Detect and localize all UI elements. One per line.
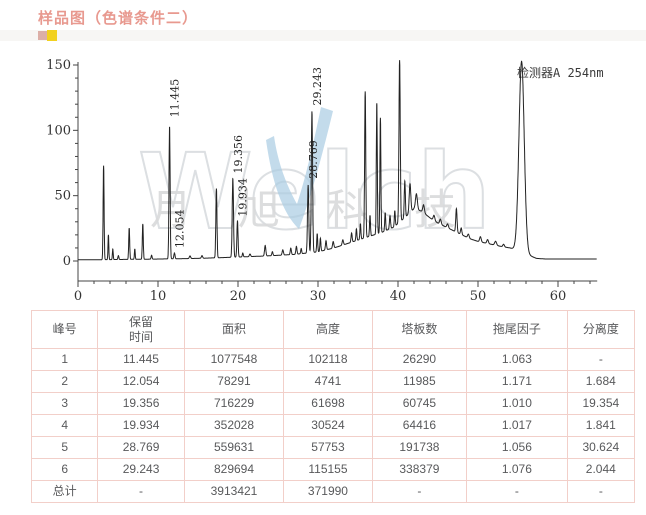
page-title: 样品图（色谱条件二）: [38, 10, 199, 27]
table-row: 6 29.243 829694 115155 338379 1.076 2.044: [30, 458, 636, 481]
table-cell: 4: [30, 414, 99, 437]
table-cell: 1.841: [566, 414, 636, 437]
y-tick-label: 50: [54, 189, 71, 204]
table-cell: 61698: [283, 392, 373, 415]
table-cell: 28.769: [97, 436, 185, 459]
table-cell: 1.171: [466, 370, 568, 393]
table-cell: 1.076: [466, 458, 568, 481]
table-cell: -: [566, 480, 636, 503]
column-header: 拖尾因子: [466, 310, 568, 349]
x-tick-label: 50: [470, 289, 487, 304]
table-cell: 1.017: [466, 414, 568, 437]
table-cell: -: [97, 480, 185, 503]
table-cell: 64416: [371, 414, 468, 437]
peak-retention-label: 29.243: [311, 67, 324, 106]
table-cell: 29.243: [97, 458, 185, 481]
table-cell: 716229: [183, 392, 285, 415]
table-cell: 338379: [371, 458, 468, 481]
table-cell: 1.010: [466, 392, 568, 415]
table-cell: 559631: [183, 436, 285, 459]
column-header: 塔板数: [371, 310, 468, 349]
y-tick-label: 150: [46, 58, 71, 73]
table-row: 3 19.356 716229 61698 60745 1.010 19.354: [30, 392, 636, 415]
title-underline-strip: [0, 30, 646, 41]
detector-label: 检测器A 254nm: [517, 65, 604, 80]
table-cell: 115155: [283, 458, 373, 481]
x-tick-label: 30: [310, 289, 327, 304]
table-cell: 19.934: [97, 414, 185, 437]
table-cell: 3: [30, 392, 99, 415]
table-cell: 19.354: [566, 392, 636, 415]
table-cell: 60745: [371, 392, 468, 415]
table-cell: 6: [30, 458, 99, 481]
column-header: 高度: [283, 310, 373, 349]
x-tick-label: 20: [230, 289, 247, 304]
table-cell: -: [466, 480, 568, 503]
accent-square-pink: [38, 31, 47, 40]
peak-retention-label: 11.445: [169, 79, 182, 118]
table-cell: 371990: [283, 480, 373, 503]
column-header: 峰号: [30, 310, 99, 349]
column-header: 分离度: [566, 310, 636, 349]
table-cell: 2.044: [566, 458, 636, 481]
table-cell: 30.624: [566, 436, 636, 459]
accent-square-yellow: [47, 30, 57, 41]
x-tick-label: 60: [550, 289, 567, 304]
peak-retention-label: 19.356: [232, 135, 245, 174]
table-cell: 3913421: [183, 480, 285, 503]
table-cell: 102118: [283, 348, 373, 371]
table-cell: 5: [30, 436, 99, 459]
table-row: 1 11.445 1077548 102118 26290 1.063-: [30, 348, 636, 371]
table-row: 2 12.054 78291 4741 11985 1.171 1.684: [30, 370, 636, 393]
table-cell: 12.054: [97, 370, 185, 393]
column-header: 保留时间: [97, 310, 185, 349]
table-cell: 总计: [30, 480, 99, 503]
table-cell: 30524: [283, 414, 373, 437]
peak-retention-label: 19.934: [236, 178, 249, 216]
x-tick-label: 10: [150, 289, 167, 304]
table-cell: 1.684: [566, 370, 636, 393]
table-cell: 1.063: [466, 348, 568, 371]
table-row: 4 19.934 352028 30524 64416 1.017 1.841: [30, 414, 636, 437]
table-cell: 57753: [283, 436, 373, 459]
table-cell: 26290: [371, 348, 468, 371]
table-header-row: 峰号 保留时间 面积 高度 塔板数 拖尾因子 分离度: [30, 310, 636, 349]
peak-results-table-wrap: 峰号 保留时间 面积 高度 塔板数 拖尾因子 分离度 1 11.445 1077548 10211…: [30, 310, 637, 503]
table-cell: 2: [30, 370, 99, 393]
peak-results-table: 峰号 保留时间 面积 高度 塔板数 拖尾因子 分离度 1 11.445 1077548 10211…: [30, 310, 636, 503]
table-cell: 1077548: [183, 348, 285, 371]
table-cell: 1: [30, 348, 99, 371]
table-cell: 11.445: [97, 348, 185, 371]
watermark-cjk-text: 月旭科技: [150, 186, 502, 233]
table-cell: -: [566, 348, 636, 371]
table-cell: 11985: [371, 370, 468, 393]
y-tick-label: 100: [46, 123, 71, 138]
table-cell: 352028: [183, 414, 285, 437]
x-tick-label: 0: [74, 289, 82, 304]
watermark-swoosh-icon: [266, 107, 333, 229]
column-header: 面积: [183, 310, 285, 349]
chromatogram-trace: [78, 60, 597, 261]
table-cell: 78291: [183, 370, 285, 393]
table-row: 总计 -3913421 371990- - -: [30, 480, 636, 503]
table-cell: 4741: [283, 370, 373, 393]
table-cell: 19.356: [97, 392, 185, 415]
table-cell: 191738: [371, 436, 468, 459]
peak-retention-label: 12.054: [173, 209, 186, 248]
table-cell: -: [371, 480, 468, 503]
peak-retention-label: 28.769: [307, 140, 320, 179]
table-cell: 1.056: [466, 436, 568, 459]
table-cell: 829694: [183, 458, 285, 481]
y-tick-label: 0: [63, 254, 71, 269]
x-tick-label: 40: [390, 289, 407, 304]
table-row: 5 28.769 559631 57753 191738 1.056 30.624: [30, 436, 636, 459]
